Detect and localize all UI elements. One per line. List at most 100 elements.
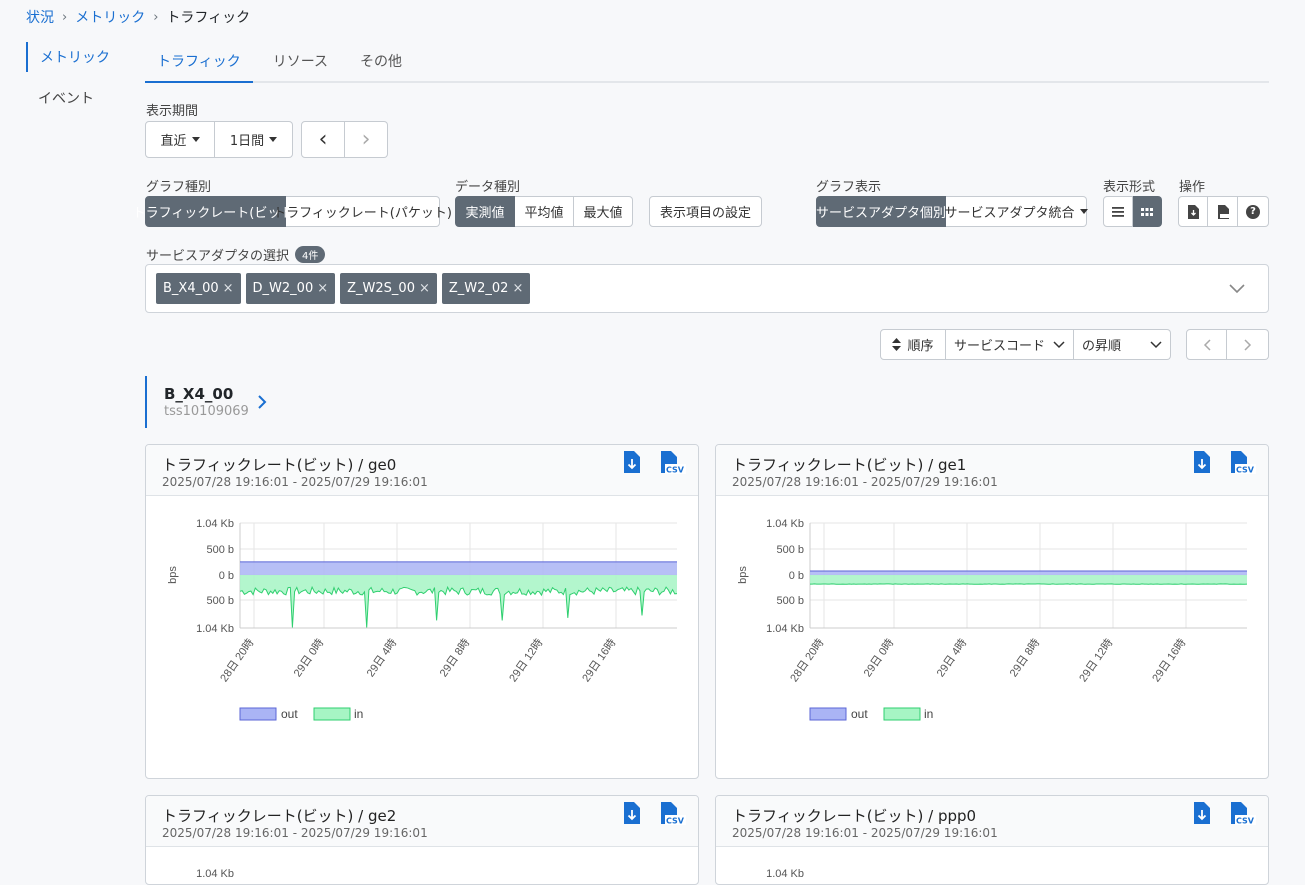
csv-icon[interactable]: CSV — [660, 802, 686, 826]
csv-icon[interactable]: CSV — [660, 451, 686, 475]
chevron-right-icon[interactable] — [257, 394, 267, 410]
data-kind-average-button[interactable]: 平均値 — [515, 196, 574, 227]
sidenav-item-metric[interactable]: メトリック — [26, 42, 136, 72]
sort-field-label: サービスコード — [954, 335, 1045, 354]
period-prev-button[interactable]: ‹ — [301, 121, 345, 158]
csv-all-button[interactable] — [1208, 196, 1238, 227]
y-axis-label: bps — [167, 566, 179, 584]
download-all-button[interactable] — [1178, 196, 1208, 227]
csv-icon[interactable]: CSV — [1230, 802, 1256, 826]
period-duration-dropdown[interactable]: 1日間 — [215, 121, 293, 158]
x-tick-label: 29日 8時 — [1007, 636, 1043, 679]
operation-label: 操作 — [1179, 176, 1205, 195]
tab-other[interactable]: その他 — [348, 40, 414, 81]
close-icon[interactable]: × — [512, 281, 523, 296]
caret-down-icon — [192, 137, 200, 142]
y-tick-label: 0 b — [219, 570, 234, 582]
sort-direction-select[interactable]: の昇順 — [1074, 329, 1171, 360]
adapter-count-badge: 4件 — [295, 246, 325, 263]
download-icon[interactable] — [1192, 802, 1210, 824]
graph-kind-bit-button[interactable]: トラフィックレート(ビット) — [145, 196, 286, 227]
grid-view-button[interactable] — [1133, 196, 1162, 227]
list-icon — [1112, 206, 1124, 217]
chevron-down-icon — [1150, 341, 1162, 349]
close-icon[interactable]: × — [317, 281, 328, 296]
x-tick-label: 28日 20時 — [787, 636, 826, 684]
x-tick-label: 29日 4時 — [934, 636, 970, 679]
close-icon[interactable]: × — [419, 281, 430, 296]
period-next-button[interactable]: › — [345, 121, 388, 158]
chevron-right-icon: › — [62, 10, 67, 25]
legend-in-label: in — [924, 707, 933, 721]
sort-field-select[interactable]: サービスコード — [946, 329, 1074, 360]
graph-display-label: グラフ表示 — [816, 176, 881, 195]
view-format-label: 表示形式 — [1103, 176, 1155, 195]
legend-out-label: out — [281, 707, 298, 721]
data-kind-measured-button[interactable]: 実測値 — [455, 196, 515, 227]
graph-card-range: 2025/07/28 19:16:01 - 2025/07/29 19:16:0… — [162, 475, 428, 489]
help-button[interactable]: ? — [1238, 196, 1269, 227]
chevron-right-icon: › — [153, 10, 158, 25]
display-settings-button[interactable]: 表示項目の設定 — [649, 196, 762, 227]
period-recent-dropdown[interactable]: 直近 — [145, 121, 215, 158]
graph-display-combined-dropdown[interactable]: サービスアダプタ統合 — [946, 196, 1087, 227]
side-nav: メトリック イベント — [26, 42, 136, 124]
x-tick-label: 29日 4時 — [364, 636, 400, 679]
graph-card-header: トラフィックレート(ビット) / ge1 2025/07/28 19:16:01… — [716, 445, 1268, 496]
download-icon[interactable] — [622, 451, 640, 473]
series-in-area — [810, 575, 1247, 584]
graph-kind-packet-button[interactable]: トラフィックレート(パケット) — [286, 196, 440, 227]
sidenav-item-event[interactable]: イベント — [26, 83, 136, 113]
graph-card-header: トラフィックレート(ビット) / ge0 2025/07/28 19:16:01… — [146, 445, 698, 496]
close-icon[interactable]: × — [223, 281, 234, 296]
graph-card: トラフィックレート(ビット) / ge0 2025/07/28 19:16:01… — [145, 444, 699, 779]
tab-traffic[interactable]: トラフィック — [145, 40, 253, 83]
sort-order-button[interactable]: 順序 — [880, 329, 946, 360]
breadcrumb-metric[interactable]: メトリック — [75, 7, 145, 27]
download-icon[interactable] — [622, 802, 640, 824]
graph-display-individual-button[interactable]: サービスアダプタ個別 — [816, 196, 946, 227]
chevron-left-icon — [1203, 339, 1211, 351]
tab-resource[interactable]: リソース — [261, 40, 340, 81]
chevron-right-icon: › — [362, 127, 371, 152]
y-tick-label: 1.04 Kb — [766, 868, 804, 880]
breadcrumb: 状況 › メトリック › トラフィック — [26, 7, 250, 27]
chevron-right-icon — [1244, 339, 1252, 351]
y-tick-label: 1.04 Kb — [766, 623, 804, 635]
graph-card-title: トラフィックレート(ビット) / ppp0 — [732, 805, 976, 826]
download-icon — [1187, 205, 1199, 219]
x-tick-label: 29日 16時 — [579, 636, 618, 684]
y-tick-label: 1.04 Kb — [196, 518, 234, 530]
csv-icon-text: CSV — [666, 817, 685, 826]
legend-out-label: out — [851, 707, 868, 721]
x-tick-label: 29日 0時 — [291, 636, 327, 679]
graph-card-title: トラフィックレート(ビット) / ge2 — [162, 805, 396, 826]
data-kind-max-button[interactable]: 最大値 — [574, 196, 633, 227]
graph-card-range: 2025/07/28 19:16:01 - 2025/07/29 19:16:0… — [732, 475, 998, 489]
adapter-chip-label: B_X4_00 — [163, 281, 219, 296]
sort-order-label: 順序 — [907, 335, 933, 354]
graph-kind-group: トラフィックレート(ビット) トラフィックレート(パケット) — [145, 196, 440, 227]
chevron-down-icon[interactable] — [1229, 284, 1245, 294]
chevron-down-icon — [1053, 341, 1065, 349]
page-next-button[interactable] — [1227, 329, 1269, 360]
list-view-button[interactable] — [1103, 196, 1133, 227]
adapter-chip-label: Z_W2S_00 — [347, 281, 415, 296]
sort-icon — [892, 338, 901, 351]
y-tick-label: 1.04 Kb — [766, 518, 804, 530]
legend-in-swatch — [884, 708, 920, 720]
adapter-section-header: B_X4_00 tss10109069 — [145, 376, 249, 428]
download-icon[interactable] — [1192, 451, 1210, 473]
adapter-multiselect[interactable]: B_X4_00×D_W2_00×Z_W2S_00×Z_W2_02× — [145, 264, 1269, 313]
series-in-line — [240, 587, 677, 627]
sort-group: 順序 サービスコード の昇順 — [880, 329, 1171, 360]
breadcrumb-status[interactable]: 状況 — [26, 7, 54, 27]
page-prev-button[interactable] — [1186, 329, 1227, 360]
period-recent-label: 直近 — [160, 130, 186, 149]
y-axis-label: bps — [737, 566, 749, 584]
adapter-chip: Z_W2S_00 × — [340, 273, 437, 304]
series-in-area — [240, 575, 677, 628]
csv-icon[interactable]: CSV — [1230, 451, 1256, 475]
